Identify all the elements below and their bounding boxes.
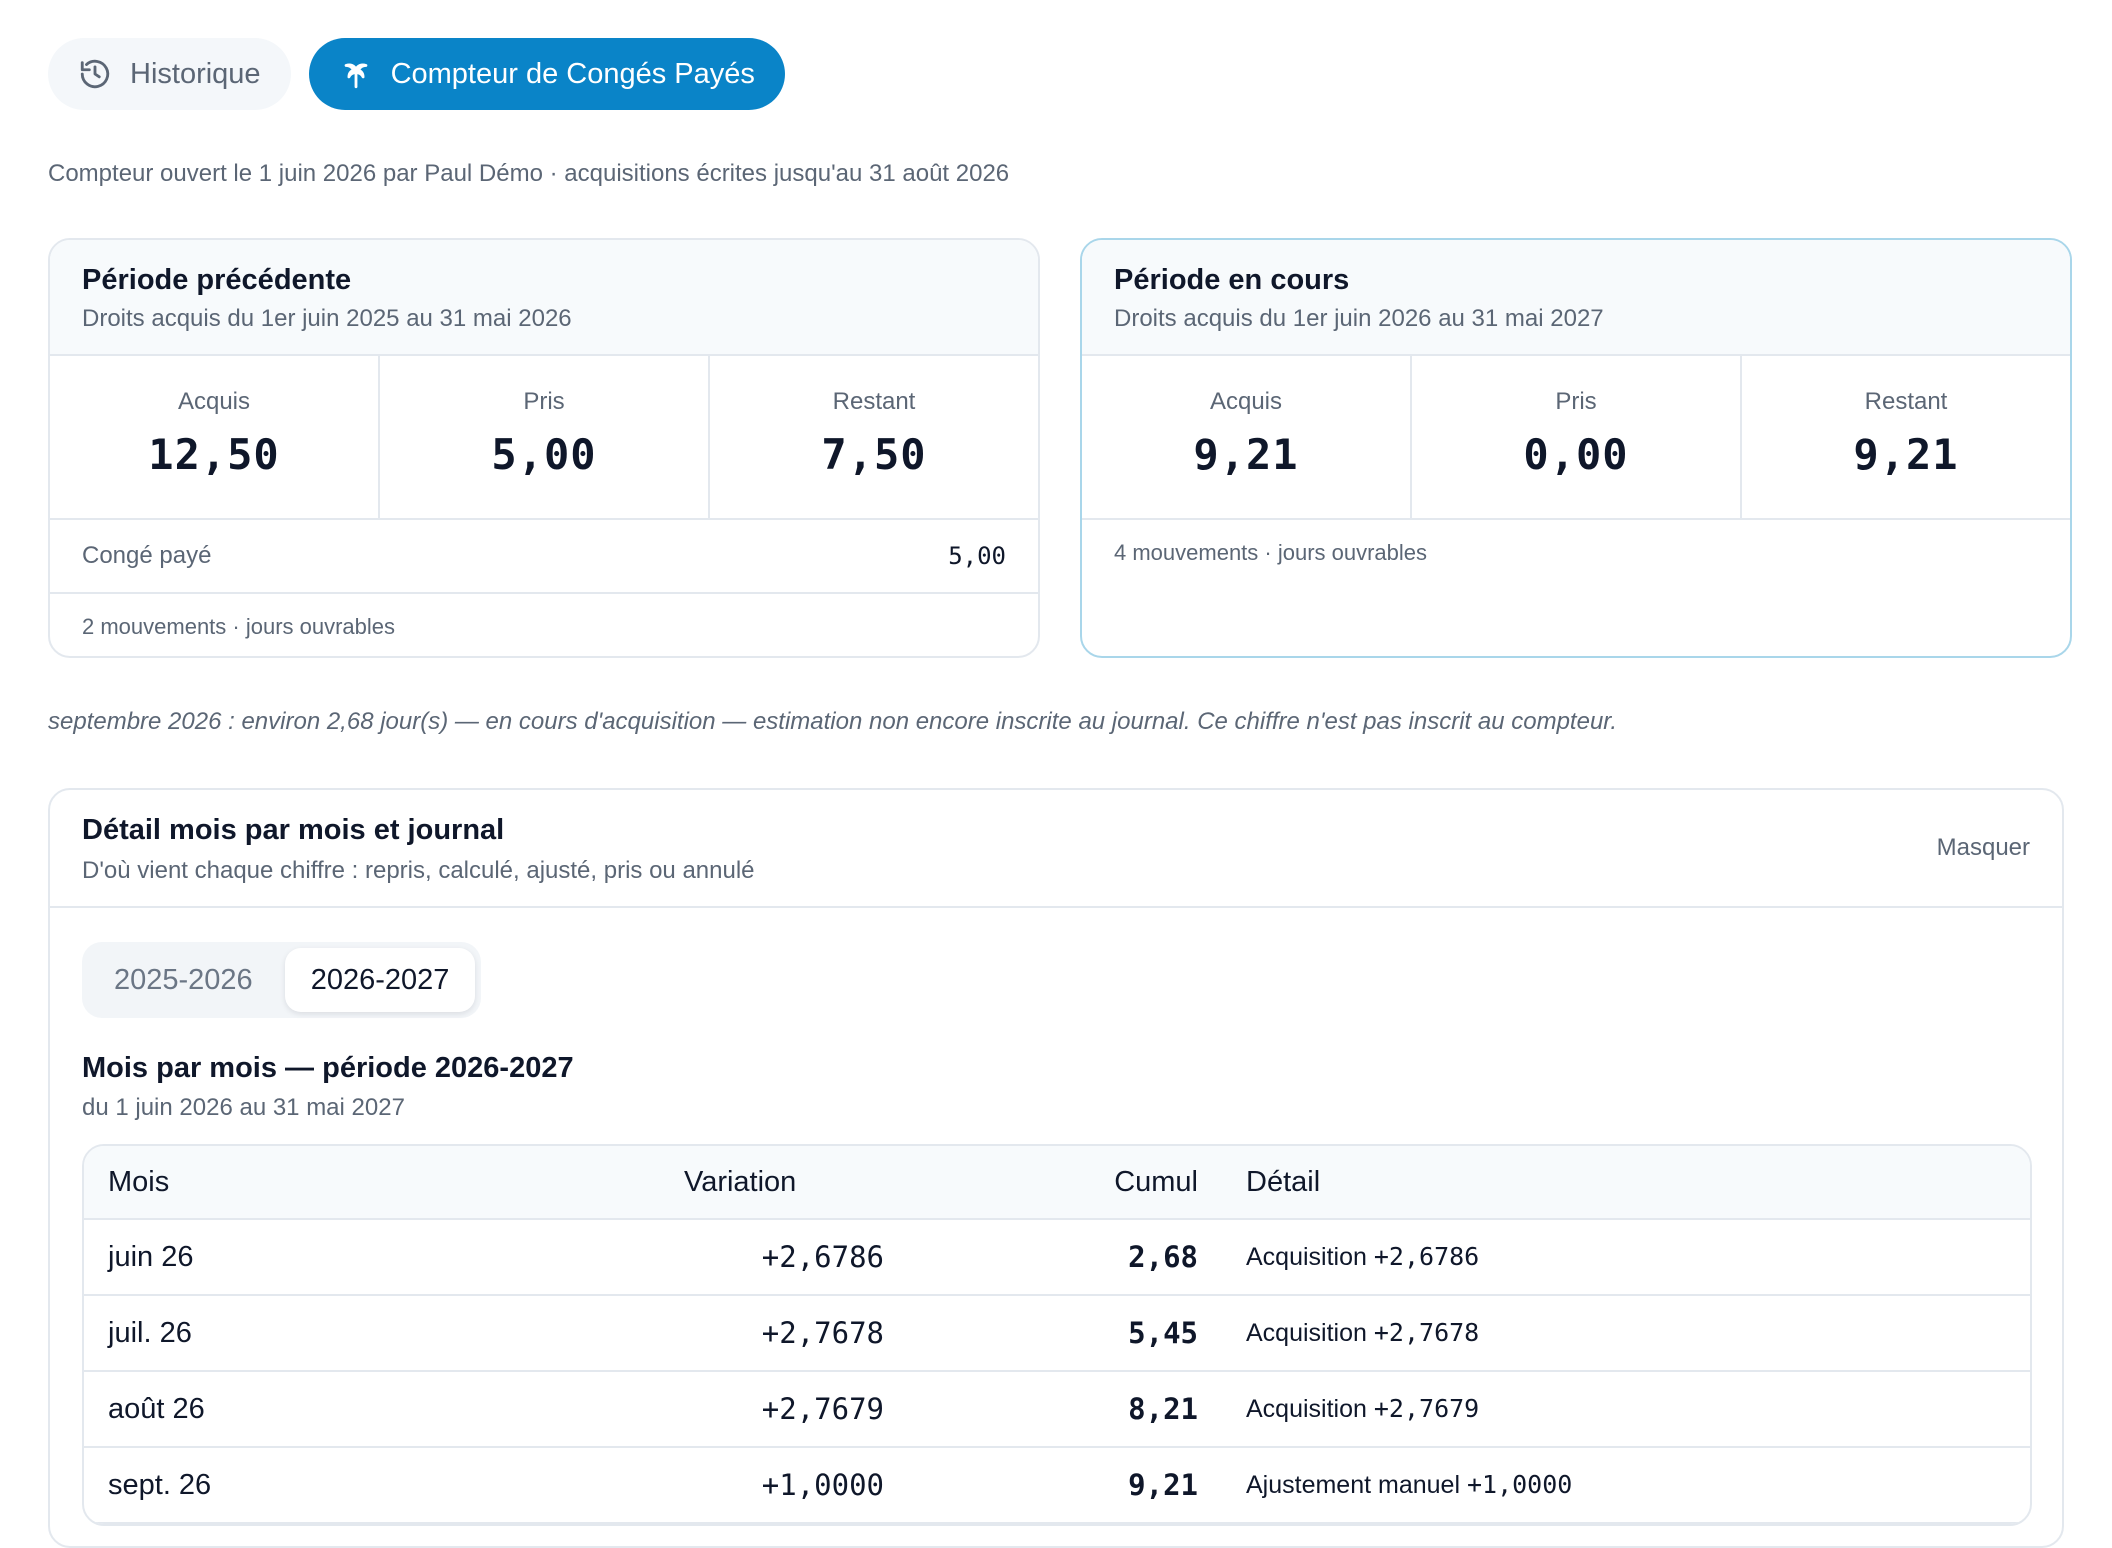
previous-period-header: Période précédente Droits acquis du 1er …	[50, 240, 1038, 356]
col-header-detail: Détail	[1246, 1165, 1321, 1198]
stat-label: Restant	[832, 388, 916, 415]
period-option-2025-2026[interactable]: 2025-2026	[114, 963, 253, 996]
cell-variation: +2,7679	[761, 1392, 884, 1426]
cell-detail: Acquisition +2,6786	[1198, 1242, 2030, 1272]
previous-period-footer: 2 mouvements · jours ouvrables	[82, 614, 396, 639]
stat-value: 12,50	[148, 430, 280, 479]
detail-text: Ajustement manuel	[1246, 1471, 1461, 1499]
stat-label: Pris	[523, 388, 565, 415]
cell-cumul-value: 5,45	[1128, 1316, 1198, 1350]
detail-text: Acquisition	[1246, 1319, 1367, 1347]
stat-value: 7,50	[821, 430, 927, 479]
detail-amount: +2,6786	[1373, 1242, 1480, 1271]
tab-compteur-conges[interactable]: Compteur de Congés Payés	[308, 38, 785, 110]
stat-restant: Restant 7,50	[708, 356, 1038, 518]
cell-detail: Acquisition +2,7678	[1198, 1318, 2030, 1348]
table-row: juil. 26 +2,7678 5,45 Acquisition +2,767…	[84, 1296, 2030, 1372]
cell-cumul: 2,68	[884, 1240, 1198, 1274]
previous-period-card: Période précédente Droits acquis du 1er …	[48, 238, 1040, 658]
month-section-title: Mois par mois — période 2026-2027	[82, 1052, 574, 1084]
palm-tree-icon	[339, 57, 373, 91]
tab-historique[interactable]: Historique	[48, 38, 291, 110]
cell-variation: +1,0000	[761, 1468, 884, 1502]
col-header-month: Mois	[108, 1165, 170, 1198]
current-period-footer: 4 mouvements · jours ouvrables	[1114, 540, 1428, 565]
cell-cumul: 9,21	[884, 1468, 1198, 1502]
detail-amount: +2,7679	[1373, 1394, 1480, 1423]
detail-text: Acquisition	[1246, 1395, 1367, 1423]
stat-acquis: Acquis 9,21	[1082, 356, 1410, 518]
col-header-cumul: Cumul	[1114, 1165, 1198, 1198]
period-selector: 2025-2026 2026-2027	[82, 942, 482, 1018]
stat-pris: Pris 5,00	[378, 356, 708, 518]
tab-compteur-label: Compteur de Congés Payés	[390, 57, 755, 90]
stat-value: 0,00	[1523, 430, 1629, 479]
detail-panel: Détail mois par mois et journal D'où vie…	[48, 788, 2064, 1548]
detail-title: Détail mois par mois et journal	[82, 814, 505, 846]
counter-meta: Compteur ouvert le 1 juin 2026 par Paul …	[48, 160, 1010, 187]
stat-label: Restant	[1864, 388, 1948, 415]
acquisition-estimate: septembre 2026 : environ 2,68 jour(s) — …	[48, 708, 1618, 735]
period-option-2026-2027[interactable]: 2026-2027	[284, 948, 476, 1012]
stat-pris: Pris 0,00	[1410, 356, 1740, 518]
cell-month: août 26	[108, 1392, 205, 1425]
cell-variation: +2,6786	[761, 1240, 884, 1274]
cell-detail: Acquisition +2,7679	[1198, 1394, 2030, 1424]
detail-text: Acquisition	[1246, 1243, 1367, 1271]
cell-detail: Ajustement manuel +1,0000	[1198, 1470, 2030, 1500]
breakdown-row: Congé payé 5,00	[50, 520, 1038, 594]
stat-acquis: Acquis 12,50	[50, 356, 378, 518]
current-period-header: Période en cours Droits acquis du 1er ju…	[1082, 240, 2070, 356]
stat-value: 9,21	[1193, 430, 1299, 479]
history-icon	[78, 57, 112, 91]
hide-detail-button[interactable]: Masquer	[1936, 834, 2030, 861]
cell-month: sept. 26	[108, 1468, 212, 1501]
previous-period-title: Période précédente	[82, 264, 352, 296]
cell-cumul-value: 9,21	[1128, 1468, 1198, 1502]
stat-label: Pris	[1555, 388, 1597, 415]
current-period-card: Période en cours Droits acquis du 1er ju…	[1080, 238, 2072, 658]
stat-restant: Restant 9,21	[1740, 356, 2070, 518]
table-row: juin 26 +2,6786 2,68 Acquisition +2,6786	[84, 1220, 2030, 1296]
cell-cumul-value: 8,21	[1128, 1392, 1198, 1426]
cell-cumul-value: 2,68	[1128, 1240, 1198, 1274]
monthly-table: Mois Variation Cumul Détail juin 26 +2,6…	[82, 1144, 2032, 1526]
cell-month: juil. 26	[108, 1316, 192, 1349]
stat-label: Acquis	[1209, 388, 1283, 415]
tab-historique-label: Historique	[130, 57, 261, 90]
table-header: Mois Variation Cumul Détail	[84, 1146, 2030, 1220]
month-section-subtitle: du 1 juin 2026 au 31 mai 2027	[82, 1094, 405, 1121]
top-tabs: Historique Compteur de Congés Payés	[48, 38, 785, 110]
table-row: août 26 +2,7679 8,21 Acquisition +2,7679	[84, 1372, 2030, 1448]
previous-period-subtitle: Droits acquis du 1er juin 2025 au 31 mai…	[82, 305, 572, 332]
col-header-variation: Variation	[684, 1165, 797, 1198]
stat-value: 9,21	[1853, 430, 1959, 479]
detail-amount: +2,7678	[1373, 1318, 1480, 1347]
cell-cumul: 8,21	[884, 1392, 1198, 1426]
detail-subtitle: D'où vient chaque chiffre : repris, calc…	[82, 857, 755, 884]
breakdown-value: 5,00	[948, 542, 1006, 570]
current-period-title: Période en cours	[1114, 264, 1350, 296]
current-period-subtitle: Droits acquis du 1er juin 2026 au 31 mai…	[1114, 305, 1604, 332]
cell-cumul: 5,45	[884, 1316, 1198, 1350]
breakdown-label: Congé payé	[82, 542, 212, 569]
cell-month: juin 26	[108, 1240, 194, 1273]
detail-amount: +1,0000	[1466, 1470, 1573, 1499]
stat-label: Acquis	[177, 388, 251, 415]
current-period-stats: Acquis 9,21 Pris 0,00 Restant 9,21	[1082, 356, 2070, 520]
table-row: sept. 26 +1,0000 9,21 Ajustement manuel …	[84, 1448, 2030, 1524]
cell-variation: +2,7678	[761, 1316, 884, 1350]
detail-header: Détail mois par mois et journal D'où vie…	[50, 790, 2062, 908]
previous-period-stats: Acquis 12,50 Pris 5,00 Restant 7,50	[50, 356, 1038, 520]
stat-value: 5,00	[491, 430, 597, 479]
